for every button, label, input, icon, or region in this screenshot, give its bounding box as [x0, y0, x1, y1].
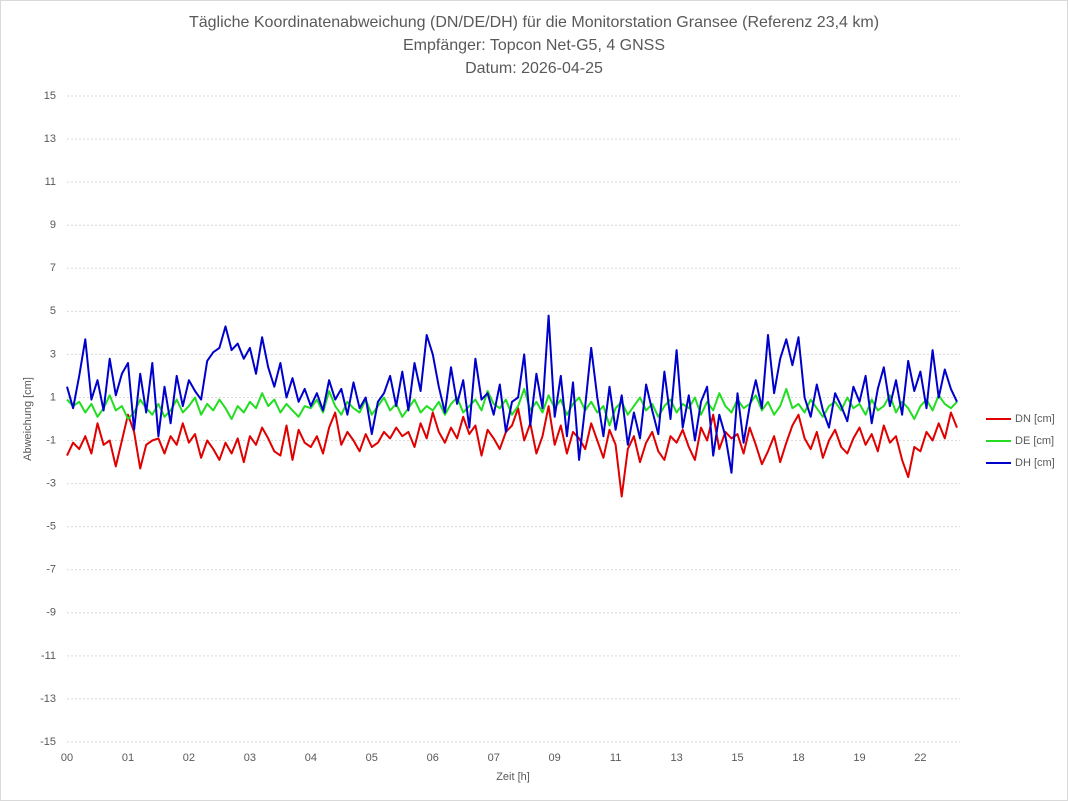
- chart-title: Tägliche Koordinatenabweichung (DN/DE/DH…: [189, 14, 879, 31]
- x-tick-label: 18: [792, 752, 804, 764]
- y-tick-label: 9: [50, 219, 56, 231]
- x-tick-label: 15: [731, 752, 743, 764]
- x-tick-label: 05: [366, 752, 378, 764]
- x-axis-title: Zeit [h]: [496, 771, 530, 783]
- legend-label: DE [cm]: [1015, 435, 1054, 447]
- y-tick-label: 5: [50, 305, 56, 317]
- x-tick-label: 06: [427, 752, 439, 764]
- y-tick-label: 1: [50, 391, 56, 403]
- y-tick-label: -3: [46, 478, 56, 490]
- legend-label: DN [cm]: [1015, 413, 1055, 425]
- x-tick-label: 11: [610, 752, 621, 764]
- x-tick-label: 01: [122, 752, 134, 764]
- data-line: [66, 387, 958, 427]
- x-tick-label: 09: [549, 752, 561, 764]
- y-tick-label: -13: [40, 693, 56, 705]
- data-line: [66, 405, 958, 498]
- x-tick-label: 07: [488, 752, 500, 764]
- y-tick-label: -1: [46, 434, 56, 446]
- x-tick-label: 13: [670, 752, 682, 764]
- legend-label: DH [cm]: [1015, 457, 1055, 469]
- y-tick-label: 3: [50, 348, 56, 360]
- y-tick-label: -9: [46, 607, 56, 619]
- data-line: [66, 314, 958, 474]
- x-tick-label: 04: [305, 752, 317, 764]
- y-tick-label: -5: [46, 521, 56, 533]
- x-tick-label: 02: [183, 752, 195, 764]
- y-tick-label: -15: [40, 736, 56, 748]
- y-tick-label: 7: [50, 262, 56, 274]
- y-axis-title: Abweichung [cm]: [22, 377, 34, 461]
- x-tick-label: 22: [914, 752, 926, 764]
- chart-subtitle: Empfänger: Topcon Net-G5, 4 GNSS: [403, 37, 665, 54]
- x-tick-label: 19: [853, 752, 865, 764]
- chart-subtitle: Datum: 2026-04-25: [465, 60, 603, 77]
- x-tick-label: 03: [244, 752, 256, 764]
- y-tick-label: 11: [45, 176, 56, 188]
- y-tick-label: 15: [44, 90, 56, 102]
- x-tick-label: 00: [61, 752, 73, 764]
- y-tick-label: -11: [41, 650, 56, 662]
- y-tick-label: 13: [44, 133, 56, 145]
- y-tick-label: -7: [46, 564, 56, 576]
